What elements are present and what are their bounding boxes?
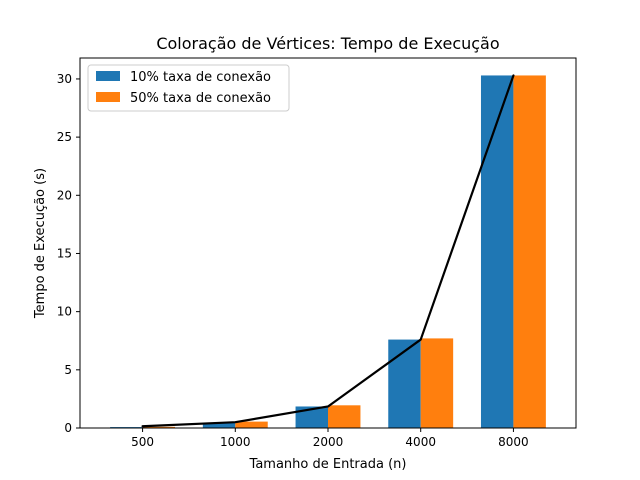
bar-series-1-2000 [295,406,328,428]
x-tick-label-4000: 4000 [405,435,436,449]
y-tick-label-10: 10 [57,305,72,319]
y-tick-label-25: 25 [57,130,72,144]
x-tick-label-2000: 2000 [313,435,344,449]
y-tick-label-0: 0 [64,421,72,435]
bar-series-1-8000 [480,75,514,429]
legend-label-series-1: 10% taxa de conexão [130,70,271,85]
x-tick-label-500: 500 [131,435,154,449]
plot-area: 500 1000 2000 4000 8000 0 5 10 15 20 25 30 [57,72,546,449]
trend-line [141,74,515,428]
legend-swatch-series-1 [96,71,120,81]
x-tick-label-1000: 1000 [220,435,251,449]
x-axis-label: Tamanho de Entrada (n) [249,457,407,472]
legend-swatch-series-2 [96,92,120,102]
y-tick-label-20: 20 [57,188,72,202]
y-tick-label-30: 30 [57,72,72,86]
bar-series-2-500 [142,426,176,428]
y-tick-label-15: 15 [57,246,72,260]
bar-series-2-4000 [420,338,454,428]
legend-box [87,64,290,112]
legend: 10% taxa de conexão 50% taxa de conexão [87,64,290,112]
bar-series-1-1000 [202,422,236,428]
y-tick-label-5: 5 [64,363,72,377]
bar-series-1-4000 [388,339,421,428]
bar-series-2-8000 [513,75,546,429]
bar-series-2-2000 [328,405,361,428]
x-tick-label-8000: 8000 [498,435,529,449]
chart-title: Coloração de Vértices: Tempo de Execução [156,34,499,53]
y-axis-label: Tempo de Execução (s) [33,168,48,319]
legend-label-series-2: 50% taxa de conexão [130,91,271,106]
plot-frame [79,57,577,429]
bar-series-2-1000 [235,421,268,428]
